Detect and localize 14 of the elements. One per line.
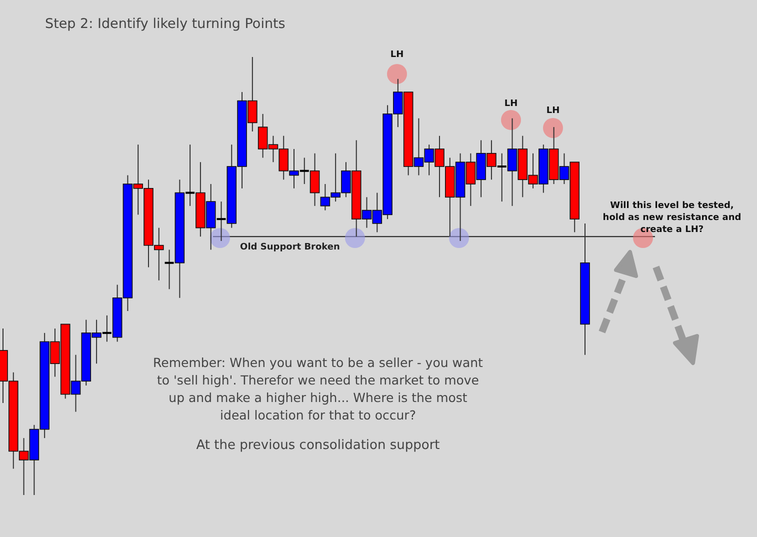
annotation: Remember: When you want to be a seller - you want to 'sell high'. Therefor we need the market to move up and make a higher high... Where is the most ideal location for that to occur?	[153, 355, 484, 422]
chart-title: Step 2: Identify likely turning Points	[45, 16, 286, 32]
annotation: LH	[504, 99, 518, 109]
text: Will this level be tested, hold as new resistance and create a LH?	[602, 201, 742, 235]
candlestick	[300, 157, 309, 185]
candlestick	[497, 152, 506, 202]
candlestick	[186, 144, 195, 206]
annotation: LH	[390, 50, 404, 60]
ref-line-label: Old Support Broken	[240, 242, 340, 253]
candlestick	[102, 314, 112, 342]
candlestick	[164, 249, 174, 290]
annotation: At the previous consolidation support	[196, 438, 440, 453]
candlestick	[310, 152, 320, 206]
annotation: LH	[546, 106, 560, 116]
